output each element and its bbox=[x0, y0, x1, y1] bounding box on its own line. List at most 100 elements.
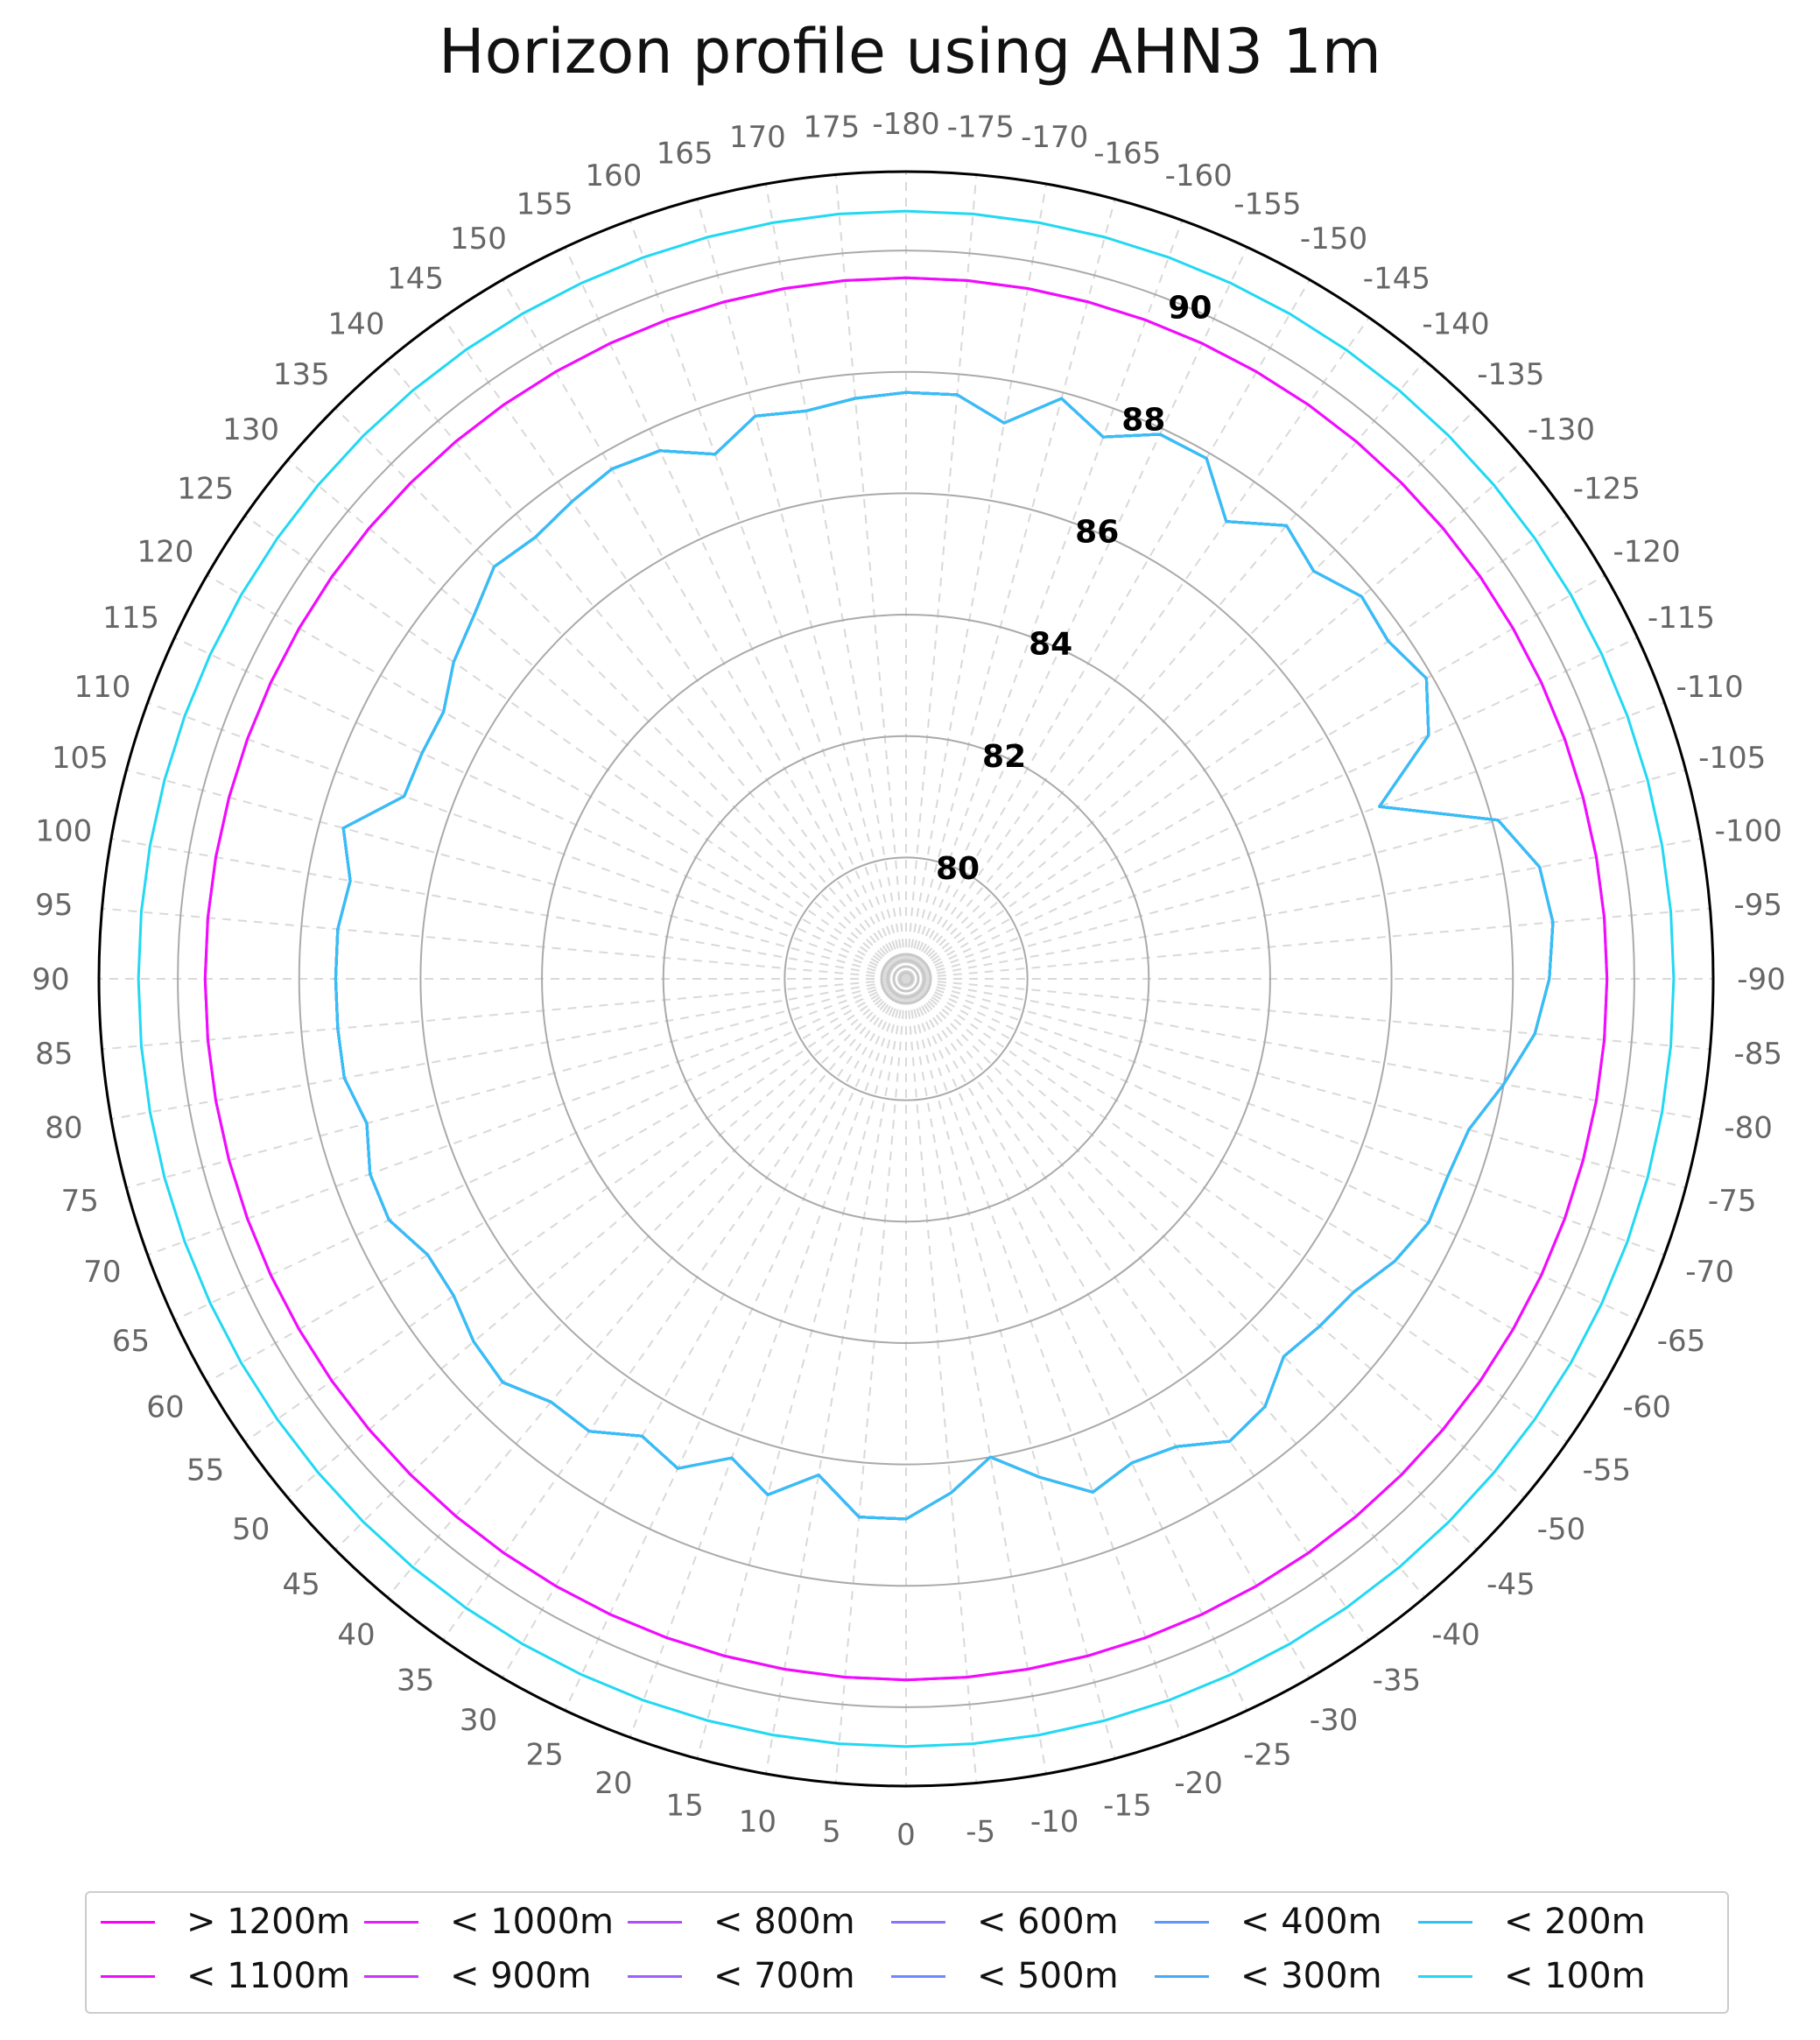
theta-tick-label: -35 bbox=[1373, 1663, 1422, 1698]
theta-tick-label: 95 bbox=[35, 888, 73, 923]
theta-tick-label: 85 bbox=[35, 1037, 73, 1072]
legend: > 1200m < 1100m < 1000m < 900m < 800m < 700m <… bbox=[85, 1891, 1729, 2014]
theta-tick-label: 125 bbox=[177, 472, 234, 507]
chart-title: Horizon profile using AHN3 1m bbox=[439, 16, 1381, 88]
theta-tick-label: 120 bbox=[137, 535, 193, 570]
theta-gridline bbox=[147, 701, 907, 980]
theta-gridline bbox=[905, 637, 1639, 980]
theta-tick-label: 115 bbox=[102, 601, 159, 636]
theta-tick-label: -100 bbox=[1715, 813, 1782, 848]
theta-tick-label: 165 bbox=[657, 136, 713, 171]
legend-swatch bbox=[1155, 1920, 1209, 1924]
legend-item: < 700m bbox=[628, 1954, 855, 1998]
theta-tick-label: -120 bbox=[1613, 535, 1681, 570]
theta-tick-label: 0 bbox=[896, 1818, 916, 1853]
legend-swatch bbox=[891, 1920, 945, 1924]
theta-tick-label: 20 bbox=[594, 1766, 632, 1801]
series-line bbox=[334, 390, 1555, 1521]
legend-swatch bbox=[364, 1920, 418, 1924]
r-tick-label: 80 bbox=[936, 851, 980, 887]
theta-gridline bbox=[173, 978, 907, 1321]
theta-tick-label: -125 bbox=[1573, 472, 1641, 507]
legend-item: < 1100m bbox=[101, 1954, 350, 1998]
theta-gridline bbox=[905, 978, 1686, 1189]
center-ring bbox=[898, 971, 914, 987]
legend-item: < 300m bbox=[1155, 1954, 1382, 1998]
theta-tick-label: -40 bbox=[1431, 1617, 1480, 1652]
theta-tick-label: -70 bbox=[1685, 1255, 1734, 1290]
theta-tick-label: -130 bbox=[1528, 412, 1595, 447]
legend-swatch bbox=[364, 1974, 418, 1978]
theta-tick-label: 70 bbox=[83, 1255, 121, 1290]
theta-tick-label: -90 bbox=[1737, 962, 1786, 997]
theta-gridline bbox=[334, 978, 907, 1551]
theta-tick-label: -140 bbox=[1422, 307, 1489, 342]
theta-tick-label: 55 bbox=[186, 1453, 224, 1488]
series-line bbox=[334, 390, 1555, 1521]
theta-gridline bbox=[386, 978, 907, 1598]
theta-gridline bbox=[905, 978, 1370, 1641]
theta-gridline bbox=[287, 459, 907, 980]
theta-tick-label: 105 bbox=[52, 741, 109, 776]
theta-tick-label: 15 bbox=[666, 1789, 704, 1824]
r-tick-label: 86 bbox=[1075, 515, 1119, 551]
theta-gridline bbox=[905, 769, 1686, 980]
legend-item: < 900m bbox=[364, 1954, 592, 1998]
legend-label: < 200m bbox=[1504, 1902, 1646, 1942]
theta-tick-label: -110 bbox=[1676, 670, 1743, 705]
theta-tick-label: -115 bbox=[1648, 601, 1715, 636]
r-gridline bbox=[177, 250, 1635, 1708]
theta-gridline bbox=[502, 978, 907, 1678]
r-tick-label: 90 bbox=[1168, 290, 1212, 326]
theta-tick-label: 160 bbox=[585, 158, 642, 193]
theta-gridline bbox=[905, 199, 1116, 980]
legend-item: < 1000m bbox=[364, 1900, 614, 1944]
theta-tick-label: 145 bbox=[387, 262, 444, 297]
theta-gridline bbox=[905, 978, 1048, 1775]
theta-gridline bbox=[905, 279, 1311, 980]
legend-label: < 400m bbox=[1240, 1902, 1382, 1942]
theta-gridline bbox=[905, 574, 1606, 980]
center-ring bbox=[886, 959, 926, 999]
theta-tick-label: -105 bbox=[1698, 741, 1766, 776]
theta-gridline bbox=[442, 317, 907, 980]
theta-gridline bbox=[905, 220, 1184, 980]
theta-tick-label: -65 bbox=[1657, 1324, 1706, 1359]
theta-gridline bbox=[764, 183, 907, 980]
series-line bbox=[334, 390, 1555, 1521]
theta-gridline bbox=[173, 637, 907, 980]
theta-gridline bbox=[905, 407, 1478, 980]
theta-tick-label: -45 bbox=[1486, 1567, 1535, 1602]
theta-gridline bbox=[102, 978, 907, 1051]
theta-tick-label: 30 bbox=[460, 1703, 497, 1738]
theta-tick-label: 65 bbox=[112, 1324, 150, 1359]
theta-gridline bbox=[905, 515, 1568, 980]
theta-gridline bbox=[905, 978, 1426, 1598]
theta-gridline bbox=[905, 978, 1568, 1443]
theta-tick-label: 90 bbox=[32, 962, 69, 997]
legend-item: < 600m bbox=[891, 1900, 1119, 1944]
theta-tick-label: 40 bbox=[337, 1617, 375, 1652]
legend-swatch bbox=[101, 1920, 155, 1924]
theta-gridline bbox=[110, 837, 907, 980]
theta-tick-label: -170 bbox=[1021, 120, 1088, 155]
theta-tick-label: -80 bbox=[1724, 1111, 1773, 1146]
theta-tick-label: -55 bbox=[1583, 1453, 1632, 1488]
theta-gridline bbox=[244, 515, 907, 980]
theta-tick-label: -10 bbox=[1030, 1804, 1079, 1840]
legend-swatch bbox=[1418, 1920, 1472, 1924]
theta-tick-label: 135 bbox=[273, 357, 330, 392]
theta-gridline bbox=[905, 978, 1116, 1759]
legend-label: < 700m bbox=[713, 1956, 855, 1996]
theta-tick-label: 150 bbox=[450, 222, 507, 257]
theta-gridline bbox=[905, 183, 1048, 980]
series-lines bbox=[137, 209, 1676, 1748]
outer-ring bbox=[97, 170, 1715, 1788]
legend-swatch bbox=[101, 1974, 155, 1978]
center-ring bbox=[892, 965, 920, 993]
legend-label: < 500m bbox=[977, 1956, 1119, 1996]
legend-swatch bbox=[891, 1974, 945, 1978]
theta-gridline bbox=[905, 978, 1311, 1678]
theta-gridline bbox=[502, 279, 907, 980]
